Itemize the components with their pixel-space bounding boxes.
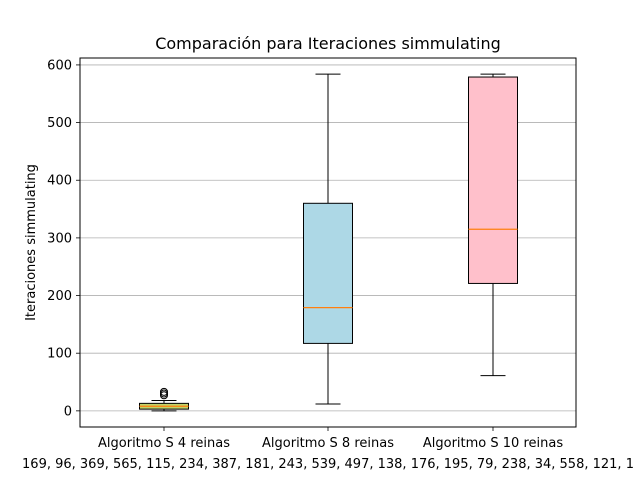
y-axis-label: Iteraciones simmulating xyxy=(24,164,39,321)
box-body xyxy=(303,202,353,344)
y-tick-label: 200 xyxy=(47,289,72,304)
box-body xyxy=(468,76,518,284)
x-tick-label: Algoritmo S 4 reinas xyxy=(98,436,230,451)
x-axis: Algoritmo S 4 reinas Algoritmo S 8 reinas… xyxy=(98,427,563,451)
y-tick-label: 400 xyxy=(47,174,72,189)
y-axis: 0 100 200 300 400 500 600 xyxy=(47,58,80,419)
y-tick-label: 500 xyxy=(47,116,72,131)
x-tick-label: Algoritmo S 8 reinas xyxy=(262,436,394,451)
y-tick-label: 300 xyxy=(47,231,72,246)
chart-title: Comparación para Iteraciones simmulating xyxy=(155,34,501,53)
outlier-point xyxy=(160,387,168,396)
y-tick-label: 600 xyxy=(47,58,72,73)
x-tick-label: Algoritmo S 10 reinas xyxy=(423,436,563,451)
y-tick-label: 0 xyxy=(64,404,72,419)
box-group xyxy=(139,387,189,412)
box-plots xyxy=(139,73,518,412)
box-group xyxy=(468,73,518,377)
y-tick-label: 100 xyxy=(47,347,72,362)
box-group xyxy=(303,73,353,405)
x-axis-label: 169, 96, 369, 565, 115, 234, 387, 181, 2… xyxy=(22,457,634,472)
